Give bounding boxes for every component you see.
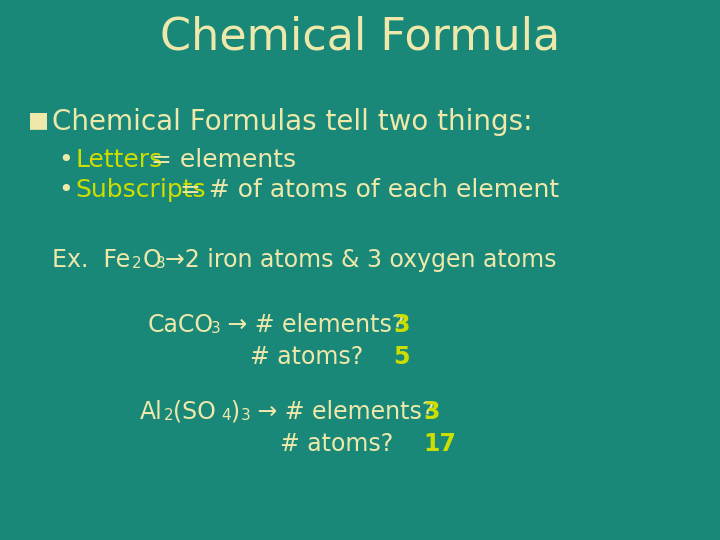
Text: = elements: = elements xyxy=(143,148,296,172)
Text: Subscripts: Subscripts xyxy=(75,178,206,202)
Text: 2: 2 xyxy=(164,408,174,423)
Text: 2: 2 xyxy=(132,256,142,271)
Text: # atoms?: # atoms? xyxy=(280,432,393,456)
Text: •: • xyxy=(58,148,73,172)
Text: 3: 3 xyxy=(241,408,251,423)
Text: (SO: (SO xyxy=(173,400,216,424)
Text: 3: 3 xyxy=(156,256,166,271)
Text: 4: 4 xyxy=(221,408,230,423)
Text: = # of atoms of each element: = # of atoms of each element xyxy=(172,178,559,202)
Text: CaCO: CaCO xyxy=(148,313,214,337)
Text: Chemical Formulas tell two things:: Chemical Formulas tell two things: xyxy=(52,108,533,136)
Text: 3: 3 xyxy=(393,313,410,337)
Text: → # elements?: → # elements? xyxy=(220,313,405,337)
Text: → # elements?: → # elements? xyxy=(250,400,434,424)
Text: 3: 3 xyxy=(423,400,439,424)
Text: Ex.  Fe: Ex. Fe xyxy=(52,248,130,272)
Text: O: O xyxy=(143,248,162,272)
Text: Chemical Formula: Chemical Formula xyxy=(160,15,560,58)
Text: Letters: Letters xyxy=(75,148,162,172)
Text: ■: ■ xyxy=(28,110,49,130)
Text: Al: Al xyxy=(140,400,163,424)
Text: ): ) xyxy=(230,400,239,424)
Text: •: • xyxy=(58,178,73,202)
Text: 17: 17 xyxy=(423,432,456,456)
Text: 5: 5 xyxy=(393,345,410,369)
Text: # atoms?: # atoms? xyxy=(250,345,364,369)
Text: 3: 3 xyxy=(211,321,221,336)
Text: →2 iron atoms & 3 oxygen atoms: →2 iron atoms & 3 oxygen atoms xyxy=(165,248,557,272)
